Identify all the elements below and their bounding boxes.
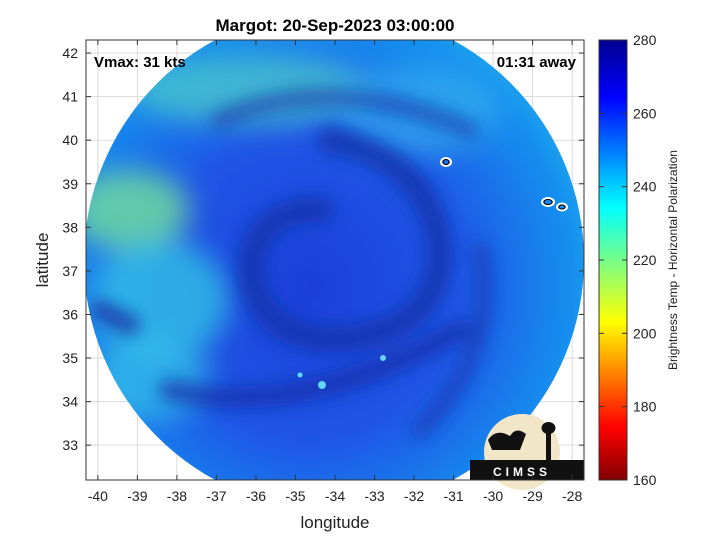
colorbar-label: Brightness Temp - Horizontal Polarizatio… — [666, 150, 680, 370]
x-tick-label: -34 — [325, 488, 345, 504]
vmax-annotation: Vmax: 31 kts — [94, 54, 186, 71]
x-tick-label: -33 — [364, 488, 384, 504]
cimss-logo: CIMSS — [470, 414, 584, 490]
x-tick-label: -35 — [285, 488, 305, 504]
colorbar-tick-label: 240 — [633, 179, 657, 195]
y-tick-label: 33 — [62, 437, 78, 453]
x-tick-label: -32 — [404, 488, 424, 504]
x-tick-label: -29 — [523, 488, 543, 504]
colorbar-tick-label: 260 — [633, 105, 657, 121]
y-axis-label: latitude — [33, 233, 52, 288]
y-tick-label: 36 — [62, 306, 78, 322]
colorbar-tick-label: 200 — [633, 325, 657, 341]
y-tick-label: 38 — [62, 219, 78, 235]
x-tick-label: -37 — [206, 488, 226, 504]
x-tick-label: -31 — [443, 488, 463, 504]
y-tick-label: 42 — [62, 45, 78, 61]
x-tick-label: -28 — [562, 488, 582, 504]
y-tick-label: 40 — [62, 132, 78, 148]
y-tick-label: 35 — [62, 350, 78, 366]
y-tick-label: 39 — [62, 176, 78, 192]
colorbar-tick-label: 160 — [633, 472, 657, 488]
colorbar-tick-label: 280 — [633, 32, 657, 48]
x-tick-label: -38 — [167, 488, 187, 504]
x-axis-label: longitude — [300, 513, 369, 532]
y-tick-label: 41 — [62, 89, 78, 105]
x-tick-label: -39 — [127, 488, 147, 504]
colorbar-ticks: 160 180 200 220 240 260 280 — [599, 32, 657, 488]
swath-image — [86, 40, 584, 480]
y-axis-ticks: 33 34 35 36 37 38 39 40 41 42 — [62, 45, 584, 453]
colorbar-tick-label: 180 — [633, 399, 657, 415]
chart-title: Margot: 20-Sep-2023 03:00:00 — [215, 16, 454, 35]
x-axis-ticks: -40 -39 -38 -37 -36 -35 -34 -33 -32 -31 -30 -29 -28 — [88, 40, 582, 504]
y-tick-label: 34 — [62, 394, 78, 410]
time-offset-annotation: 01:31 away — [497, 54, 577, 71]
colorbar-tick-label: 220 — [633, 252, 657, 268]
cimss-logo-text: CIMSS — [493, 465, 551, 479]
x-tick-label: -36 — [246, 488, 266, 504]
x-tick-label: -30 — [483, 488, 503, 504]
y-tick-label: 37 — [62, 263, 78, 279]
x-tick-label: -40 — [88, 488, 108, 504]
